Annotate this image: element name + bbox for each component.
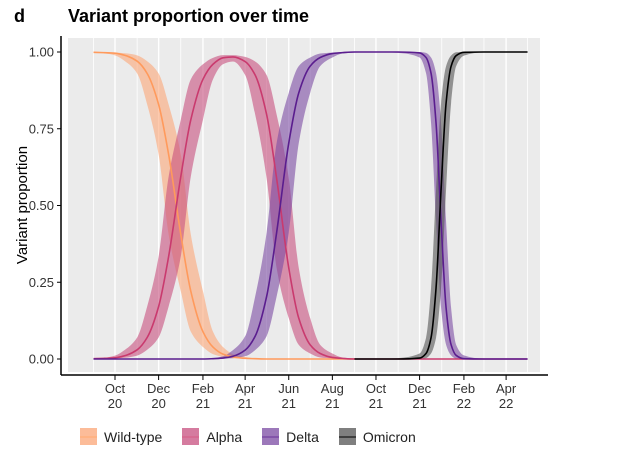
x-tick-label: Dec 21 (408, 381, 432, 411)
legend-item-alpha: Alpha (182, 428, 242, 445)
x-ticks: Oct 20 Dec 20 Feb 21 Apr 21 Jun 21 Aug 21 Oct 21 Dec 21… (105, 375, 517, 411)
legend-item-wild-type: Wild-type (80, 428, 162, 445)
x-tick-label: Feb 22 (453, 381, 475, 411)
chart-title: Variant proportion over time (68, 6, 310, 26)
legend-swatch (338, 428, 356, 445)
legend-item-omicron: Omicron (338, 428, 416, 445)
x-tick-label: Apr 21 (235, 381, 256, 411)
legend-label: Omicron (362, 428, 416, 445)
wild-type-line (93, 51, 355, 360)
y-ticks: 0.00 0.25 0.50 0.75 1.00 (29, 45, 61, 367)
x-tick-label: Aug 21 (321, 381, 344, 411)
legend-label: Delta (286, 428, 319, 445)
x-tick-label: Feb 21 (192, 381, 214, 411)
y-axis-label: Variant proportion (14, 146, 31, 264)
y-tick-label: 1.00 (29, 45, 54, 60)
wild-type-ribbon (93, 52, 355, 359)
x-tick-label: Oct 21 (366, 381, 387, 411)
alpha-line (93, 56, 528, 360)
legend-label: Alpha (206, 428, 243, 445)
x-tick-label: Oct 20 (105, 381, 126, 411)
x-tick-label: Jun 21 (278, 381, 299, 411)
series-lines (93, 51, 528, 360)
alpha-ribbon (93, 55, 528, 359)
y-tick-label: 0.50 (29, 198, 54, 213)
y-tick-label: 0.00 (29, 352, 54, 367)
omicron-line (354, 51, 528, 360)
delta-line (93, 51, 528, 360)
panel-letter: d (14, 6, 25, 26)
legend-label: Wild-type (104, 428, 163, 445)
y-tick-label: 0.75 (29, 121, 54, 136)
legend-swatch (80, 428, 97, 445)
legend: Wild-type Alpha Delta Omicron (80, 428, 436, 445)
y-tick-label: 0.25 (29, 275, 54, 290)
x-tick-label: Apr 22 (496, 381, 517, 411)
legend-swatch (262, 428, 280, 445)
legend-item-delta: Delta (262, 428, 319, 445)
x-tick-label: Dec 20 (147, 381, 171, 411)
legend-swatch (182, 428, 200, 445)
